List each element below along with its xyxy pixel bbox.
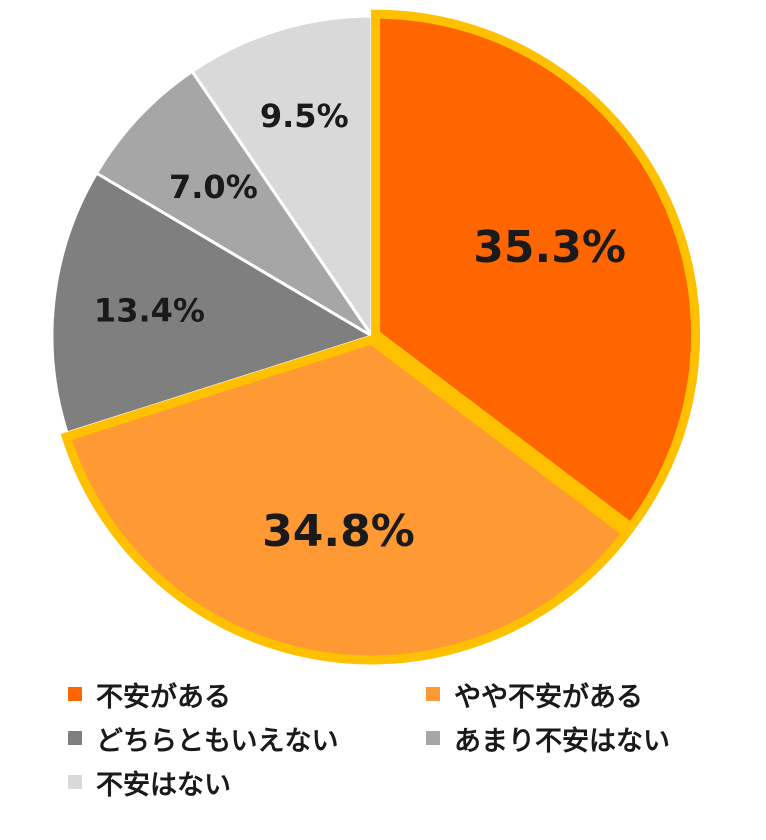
legend: 不安がある やや不安がある どちらともいえない あまり不安はない 不安はない xyxy=(0,668,766,828)
legend-label-0: 不安がある xyxy=(96,681,231,713)
legend-swatch-3 xyxy=(426,731,440,745)
legend-swatch-1 xyxy=(426,687,440,701)
legend-label-2: どちらともいえない xyxy=(96,725,339,757)
pie-data-label-3: 7.0% xyxy=(169,168,258,206)
pie-data-label-1: 34.8% xyxy=(262,506,415,557)
pie-data-label-2: 13.4% xyxy=(94,292,205,330)
legend-item-2: どちらともいえない xyxy=(68,718,338,758)
legend-item-0: 不安がある xyxy=(68,674,231,714)
legend-swatch-4 xyxy=(68,775,82,789)
legend-item-1: やや不安がある xyxy=(426,674,643,714)
legend-item-3: あまり不安はない xyxy=(426,718,670,758)
pie-data-label-4: 9.5% xyxy=(260,97,349,135)
pie-slice-3 xyxy=(94,69,374,338)
pie-chart-svg: 35.3% 34.8% 13.4% 7.0%9.5% xyxy=(50,9,701,665)
legend-label-1: やや不安がある xyxy=(454,681,643,713)
legend-label-4: 不安はない xyxy=(96,769,231,801)
legend-swatch-2 xyxy=(68,731,82,745)
legend-swatch-0 xyxy=(68,687,82,701)
pie-slice-4 xyxy=(190,14,374,341)
legend-item-4: 不安はない xyxy=(68,762,231,802)
pie-slice-1 xyxy=(60,334,633,665)
pie-data-label-0: 35.3% xyxy=(473,222,626,273)
pie-chart: 35.3% 34.8% 13.4% 7.0% 9.5% xyxy=(50,9,701,665)
pie-slice-2 xyxy=(50,171,376,435)
legend-label-3: あまり不安はない xyxy=(454,725,670,757)
pie-slice-0 xyxy=(371,9,701,534)
